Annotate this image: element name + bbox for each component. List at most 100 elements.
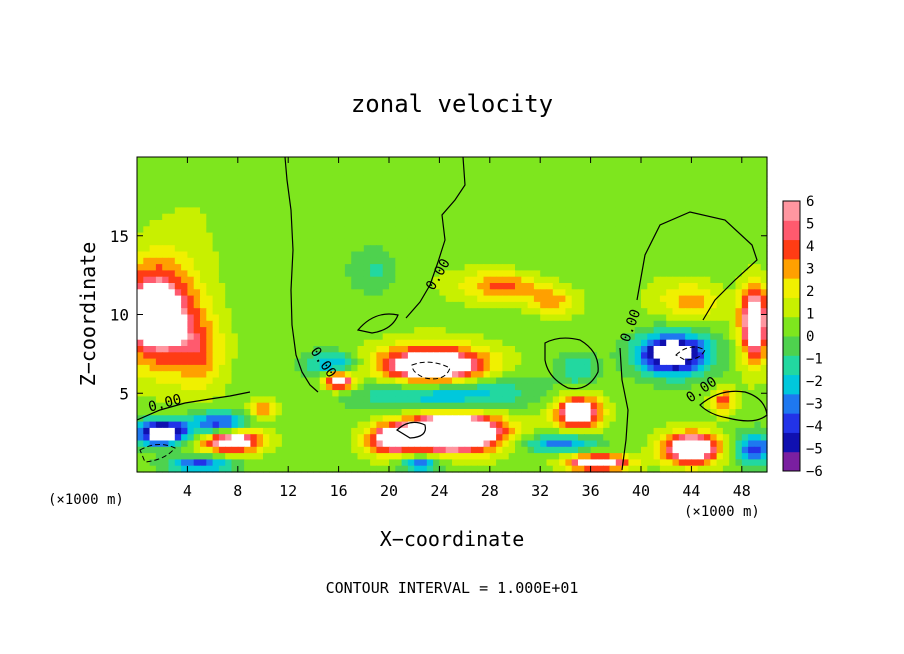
field-cell — [477, 390, 485, 397]
field-cell — [414, 396, 422, 404]
field-cell — [578, 440, 585, 448]
field-cell — [672, 327, 680, 334]
field-cell — [515, 440, 522, 448]
field-cell — [552, 226, 560, 234]
field-cell — [527, 465, 535, 473]
field-cell — [515, 194, 522, 202]
field-cell — [540, 446, 548, 454]
field-cell — [552, 383, 560, 391]
field-cell — [250, 264, 258, 271]
field-cell — [710, 434, 718, 442]
field-cell — [319, 421, 327, 429]
field-cell — [533, 264, 541, 271]
field-cell — [433, 295, 440, 303]
field-cell — [741, 251, 749, 259]
field-cell — [590, 251, 598, 259]
field-cell — [370, 346, 377, 353]
field-cell — [622, 383, 629, 391]
field-cell — [722, 346, 730, 353]
field-cell — [647, 333, 655, 341]
field-cell — [307, 175, 314, 183]
field-cell — [300, 232, 308, 240]
field-cell — [181, 157, 188, 164]
field-cell — [351, 276, 359, 284]
field-cell — [256, 333, 264, 341]
field-cell — [552, 270, 560, 278]
field-cell — [634, 295, 642, 303]
field-cell — [162, 220, 170, 227]
field-cell — [609, 358, 617, 366]
field-cell — [200, 188, 207, 196]
field-cell — [546, 377, 554, 385]
field-cell — [672, 226, 680, 234]
field-cell — [313, 390, 321, 397]
field-cell — [609, 276, 617, 284]
field-cell — [275, 182, 283, 190]
field-cell — [351, 264, 359, 271]
field-cell — [143, 440, 151, 448]
field-cell — [666, 320, 674, 328]
field-cell — [376, 364, 384, 372]
field-cell — [445, 169, 453, 177]
field-cell — [206, 434, 214, 442]
field-cell — [559, 213, 566, 221]
field-cell — [426, 415, 434, 423]
field-cell — [634, 213, 642, 221]
field-cell — [578, 364, 585, 372]
field-cell — [414, 157, 422, 164]
field-cell — [647, 194, 655, 202]
field-cell — [395, 364, 403, 372]
field-cell — [414, 257, 422, 265]
field-cell — [281, 402, 289, 410]
field-cell — [603, 383, 611, 391]
field-cell — [351, 295, 359, 303]
field-cell — [565, 232, 573, 240]
field-cell — [344, 238, 352, 246]
field-cell — [225, 440, 233, 448]
field-cell — [578, 358, 585, 366]
field-cell — [489, 182, 497, 190]
field-cell — [647, 201, 655, 208]
field-cell — [307, 358, 314, 366]
field-cell — [470, 283, 478, 290]
field-cell — [326, 402, 333, 410]
field-cell — [729, 459, 737, 467]
field-cell — [420, 245, 428, 253]
field-cell — [137, 427, 144, 435]
field-cell — [741, 245, 749, 253]
field-cell — [313, 396, 321, 404]
field-cell — [420, 163, 428, 171]
field-cell — [659, 333, 667, 341]
field-cell — [710, 346, 718, 353]
field-cell — [678, 308, 686, 316]
field-cell — [458, 377, 466, 385]
field-cell — [344, 289, 352, 297]
field-cell — [666, 245, 674, 253]
field-cell — [470, 295, 478, 303]
field-cell — [722, 390, 730, 397]
field-cell — [439, 465, 447, 473]
field-cell — [389, 314, 396, 322]
field-cell — [288, 446, 296, 454]
field-cell — [533, 220, 541, 227]
field-cell — [137, 440, 144, 448]
field-cell — [596, 409, 604, 416]
field-cell — [250, 383, 258, 391]
field-cell — [666, 333, 674, 341]
field-cell — [760, 421, 768, 429]
field-cell — [414, 390, 422, 397]
field-cell — [181, 276, 188, 284]
field-cell — [546, 163, 554, 171]
field-cell — [716, 238, 724, 246]
field-cell — [464, 163, 472, 171]
field-cell — [225, 213, 233, 221]
field-cell — [691, 446, 699, 454]
field-cell — [143, 289, 151, 297]
field-cell — [181, 427, 188, 435]
field-cell — [515, 308, 522, 316]
field-cell — [439, 440, 447, 448]
field-cell — [275, 346, 283, 353]
field-cell — [137, 175, 144, 183]
field-cell — [357, 270, 365, 278]
field-cell — [200, 226, 207, 234]
